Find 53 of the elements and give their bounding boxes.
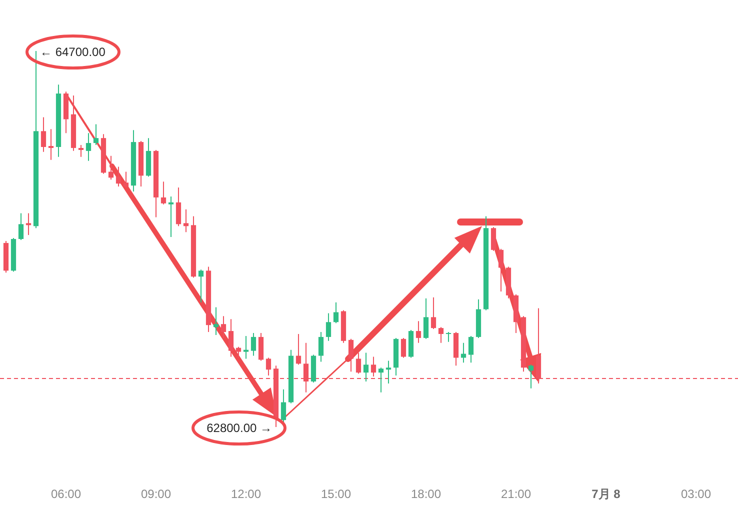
- candlestick: [93, 124, 99, 146]
- candlestick: [108, 155, 114, 180]
- candlestick: [326, 312, 332, 342]
- candlestick: [318, 332, 324, 362]
- x-tick-label: 7月 8: [592, 487, 621, 501]
- candlestick: [86, 132, 92, 162]
- candlestick: [116, 166, 122, 188]
- x-tick-label: 12:00: [230, 487, 262, 501]
- candlestick: [160, 181, 166, 205]
- x-tick-label: 15:00: [320, 487, 352, 501]
- x-tick-label: 18:00: [410, 487, 442, 501]
- candlestick: [378, 367, 384, 393]
- candlestick: [198, 269, 204, 303]
- candlestick: [123, 171, 129, 188]
- candlestick: [250, 332, 256, 356]
- candlestick: [498, 248, 504, 292]
- candlestick: [363, 352, 369, 382]
- candlestick: [183, 208, 189, 233]
- candlestick: [416, 320, 422, 344]
- candlestick: [168, 196, 174, 238]
- candlestick: [176, 187, 182, 227]
- candlestick: [78, 144, 84, 158]
- candlestick: [280, 388, 286, 425]
- candlestick: [220, 316, 226, 338]
- candlestick: [400, 337, 406, 358]
- x-tick-label: 06:00: [50, 487, 82, 501]
- candlestick: [490, 226, 496, 252]
- x-tick-label: 21:00: [500, 487, 532, 501]
- candlestick: [296, 333, 302, 366]
- x-tick-label: 03:00: [680, 487, 712, 501]
- annotation: ← 64700.00: [40, 45, 106, 59]
- candlestick: [423, 298, 429, 340]
- x-tick-label: 09:00: [140, 487, 172, 501]
- candlestick: [528, 364, 534, 389]
- candlestick: [228, 318, 234, 358]
- candlestick: [333, 302, 339, 324]
- candlestick: [348, 338, 354, 372]
- candlestick: [386, 360, 392, 384]
- candlestick: [213, 306, 219, 336]
- candlestick: [243, 335, 249, 360]
- candlestick: [356, 352, 362, 374]
- candlestick: [236, 346, 242, 358]
- annotation: 62800.00 →: [206, 421, 272, 435]
- candlestick: [258, 332, 264, 362]
- candlestick: [438, 326, 444, 344]
- candlestick: [468, 335, 474, 364]
- candlestick: [430, 296, 436, 330]
- candlestick: [266, 357, 272, 376]
- candlestick: [18, 212, 24, 240]
- candlestick: [48, 128, 54, 160]
- candlestick: [26, 212, 32, 236]
- candlestick: [446, 332, 452, 342]
- candlestick: [40, 116, 46, 152]
